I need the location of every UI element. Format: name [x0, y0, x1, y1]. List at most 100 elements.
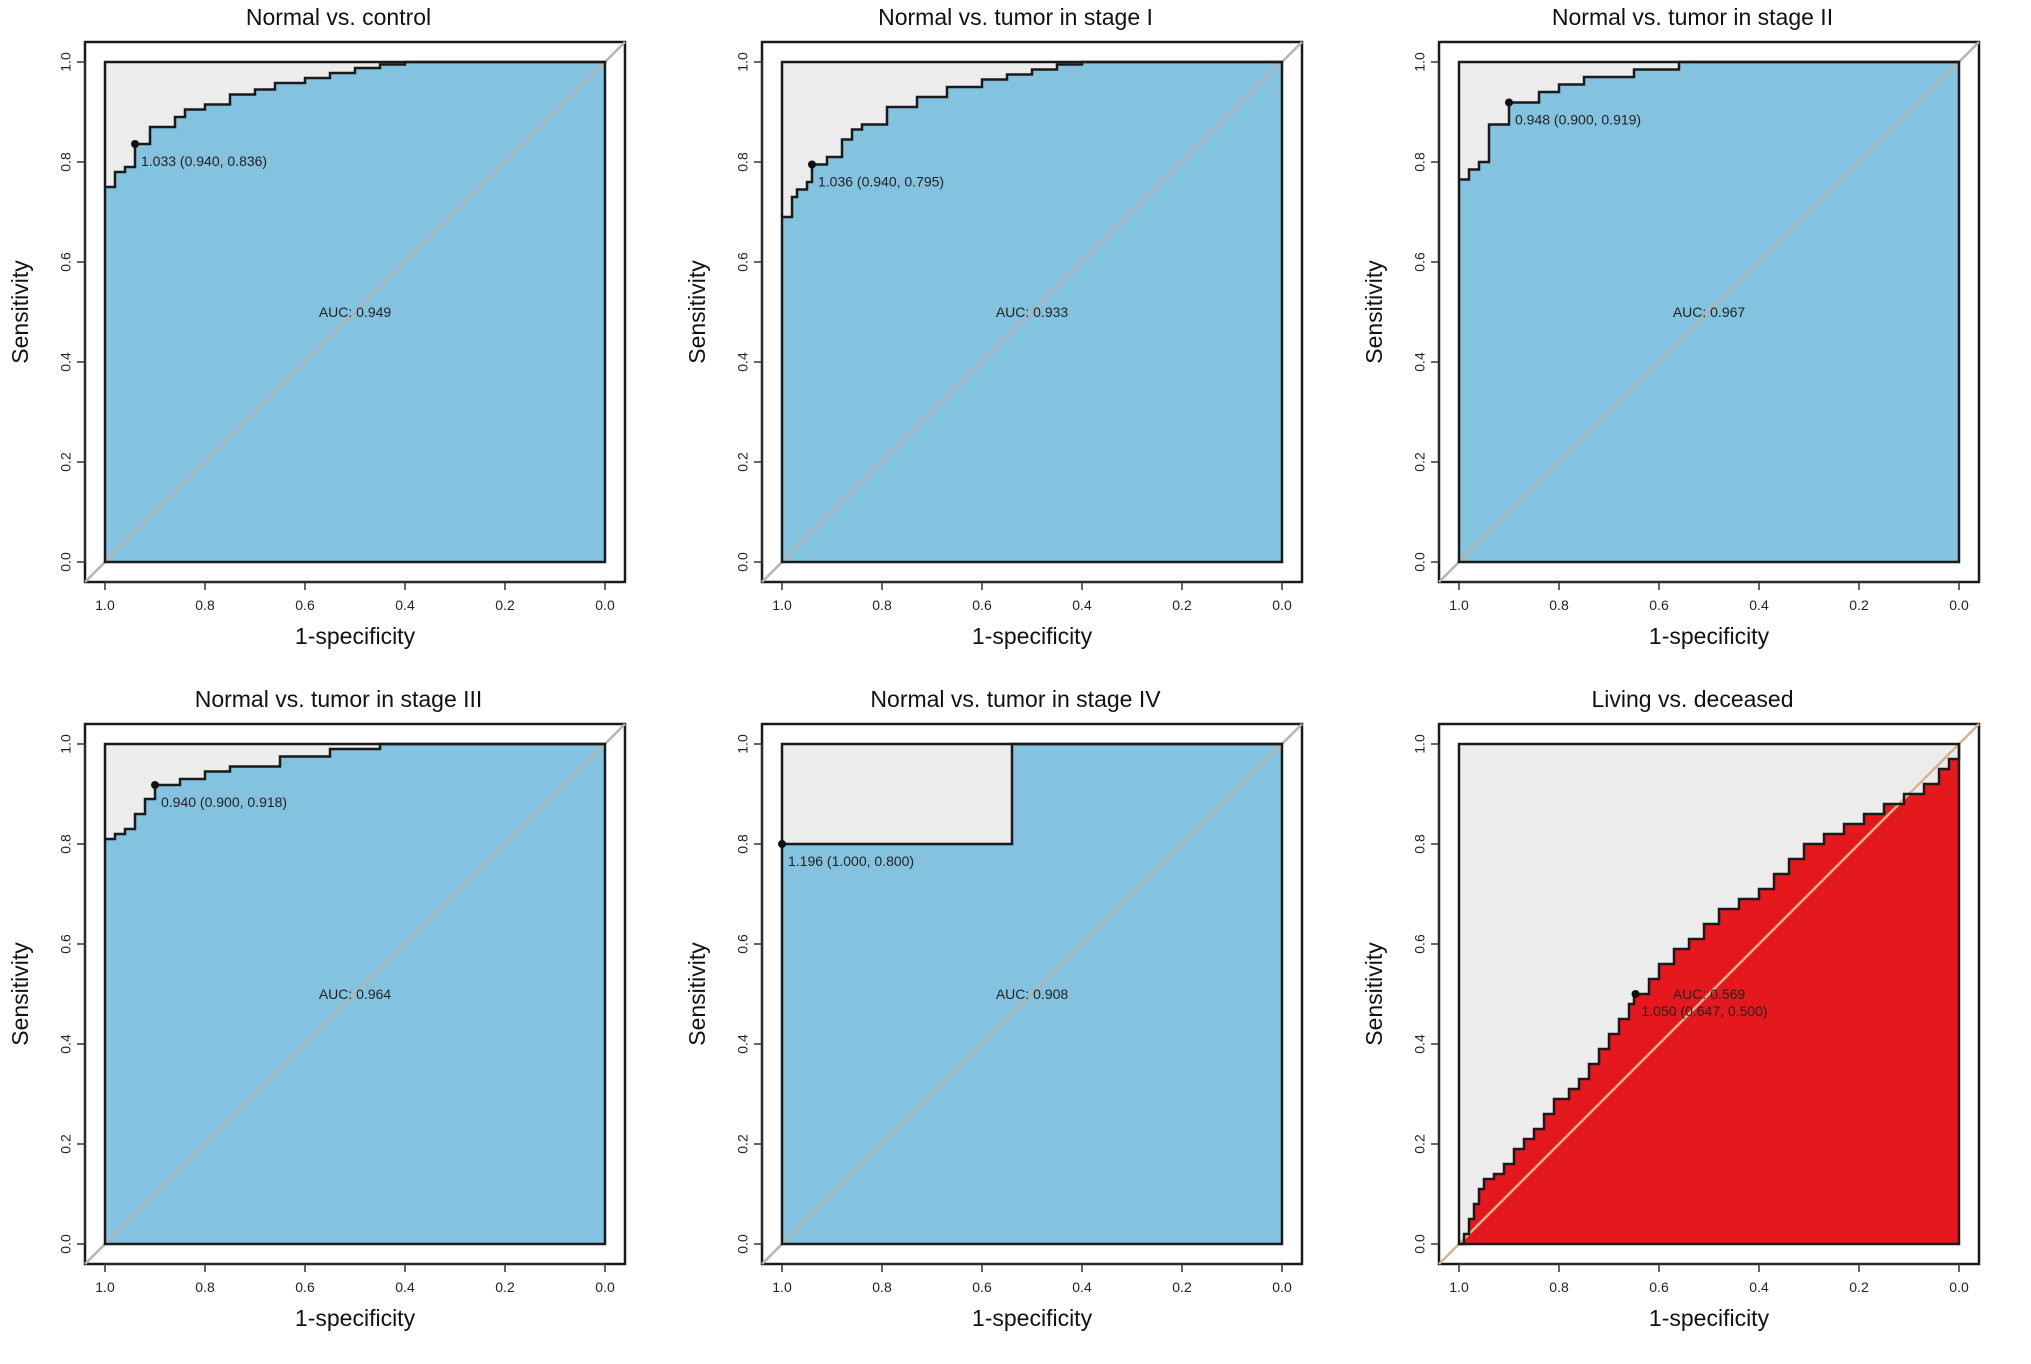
- y-tick-label: 0.2: [1412, 452, 1428, 472]
- y-axis-label: Sensitivity: [684, 260, 710, 364]
- y-tick-label: 0.4: [58, 1034, 74, 1054]
- x-tick-label: 0.4: [1749, 597, 1769, 613]
- corner-line-bottom-left: [1438, 1243, 1460, 1265]
- y-tick-label: 0.6: [735, 934, 751, 954]
- y-tick-label: 0.0: [735, 1234, 751, 1254]
- x-tick-label: 0.0: [595, 597, 615, 613]
- roc-curve: [782, 60, 1282, 219]
- roc-curve: [105, 60, 605, 189]
- y-tick-label: 0.6: [58, 934, 74, 954]
- threshold-label: 1.033 (0.940, 0.836): [141, 153, 267, 169]
- threshold-label: 1.050 (0.647, 0.500): [1642, 1003, 1768, 1019]
- y-tick-label: 0.2: [735, 1134, 751, 1154]
- corner-line-top-right: [1958, 41, 1980, 63]
- y-tick-label: 1.0: [1412, 734, 1428, 754]
- x-axis-label: 1-specificity: [972, 623, 1093, 649]
- y-tick-label: 0.0: [58, 552, 74, 572]
- y-tick-label: 0.8: [735, 152, 751, 172]
- x-tick-label: 0.0: [1272, 597, 1292, 613]
- threshold-point: [808, 160, 816, 169]
- x-tick-label: 0.8: [872, 597, 892, 613]
- corner-line-top-right: [1281, 41, 1303, 63]
- y-tick-label: 0.8: [735, 834, 751, 854]
- threshold-label: 0.948 (0.900, 0.919): [1515, 112, 1641, 128]
- roc-panel-stage-iii: 1.0 0.8 0.6 0.4 0.2 0.0 0.0 0.2 0.4 0.6 0.8 1.0 1-sp…: [0, 682, 677, 1364]
- x-tick-label: 0.6: [972, 1279, 992, 1295]
- roc-panel-living-vs-deceased: 1.0 0.8 0.6 0.4 0.2 0.0 0.0 0.2 0.4 0.6 0.8 1.0 1-sp…: [1354, 682, 2031, 1364]
- x-tick-label: 0.2: [1172, 1279, 1192, 1295]
- y-axis-label: Sensitivity: [1361, 260, 1387, 364]
- y-tick-label: 0.4: [58, 352, 74, 372]
- reference-diagonal: [104, 61, 606, 563]
- y-tick-label: 1.0: [58, 734, 74, 754]
- x-tick-label: 1.0: [1449, 597, 1469, 613]
- threshold-label: 1.036 (0.940, 0.795): [818, 174, 944, 190]
- y-tick-label: 0.8: [1412, 834, 1428, 854]
- y-tick-label: 0.0: [1412, 552, 1428, 572]
- threshold-label: 0.940 (0.900, 0.918): [161, 794, 287, 810]
- y-tick-label: 1.0: [58, 52, 74, 72]
- panel-title: Normal vs. tumor in stage III: [194, 686, 483, 712]
- x-tick-label: 0.8: [1549, 597, 1569, 613]
- corner-line-top-right: [1958, 723, 1980, 745]
- y-tick-label: 0.8: [1412, 152, 1428, 172]
- x-tick-label: 1.0: [95, 1279, 115, 1295]
- y-axis-label: Sensitivity: [684, 942, 710, 1046]
- x-tick-label: 0.0: [1272, 1279, 1292, 1295]
- x-tick-label: 0.4: [395, 597, 415, 613]
- auc-label: AUC: 0.908: [996, 986, 1069, 1002]
- auc-label: AUC: 0.967: [1673, 304, 1746, 320]
- reference-diagonal: [781, 61, 1283, 563]
- x-tick-label: 0.8: [195, 597, 215, 613]
- x-tick-label: 0.0: [595, 1279, 615, 1295]
- threshold-point: [1505, 98, 1513, 107]
- y-axis-label: Sensitivity: [1361, 942, 1387, 1046]
- reference-diagonal: [1458, 61, 1960, 563]
- y-tick-label: 0.6: [58, 252, 74, 272]
- reference-diagonal: [781, 743, 1283, 1245]
- x-axis-label: 1-specificity: [295, 623, 416, 649]
- roc-plot: 1.0 0.8 0.6 0.4 0.2 0.0 0.0 0.2 0.4 0.6 0.8 1.0 1-sp…: [1361, 722, 1981, 1331]
- x-tick-label: 0.6: [1649, 1279, 1669, 1295]
- corner-line-top-right: [1281, 723, 1303, 745]
- x-tick-label: 0.4: [1749, 1279, 1769, 1295]
- reference-diagonal: [1458, 743, 1960, 1245]
- auc-label: AUC: 0.933: [996, 304, 1069, 320]
- y-axis-label: Sensitivity: [7, 260, 33, 364]
- plot-box: [780, 60, 1284, 564]
- x-tick-label: 0.6: [972, 597, 992, 613]
- roc-curve: [105, 742, 605, 841]
- y-tick-label: 0.8: [58, 152, 74, 172]
- y-tick-label: 0.2: [735, 452, 751, 472]
- y-tick-label: 1.0: [1412, 52, 1428, 72]
- roc-plot: 1.0 0.8 0.6 0.4 0.2 0.0 0.0 0.2 0.4 0.6 0.8 1.0 1-sp…: [7, 40, 627, 649]
- roc-panel-stage-ii: 1.0 0.8 0.6 0.4 0.2 0.0 0.0 0.2 0.4 0.6 0.8 1.0 1-sp…: [1354, 0, 2031, 682]
- x-tick-label: 1.0: [95, 597, 115, 613]
- x-tick-label: 0.0: [1949, 597, 1969, 613]
- corner-line-top-right: [604, 723, 626, 745]
- y-tick-label: 0.4: [1412, 1034, 1428, 1054]
- x-tick-label: 0.8: [195, 1279, 215, 1295]
- x-tick-label: 0.8: [1549, 1279, 1569, 1295]
- x-tick-label: 0.4: [1072, 597, 1092, 613]
- roc-plot: 1.0 0.8 0.6 0.4 0.2 0.0 0.0 0.2 0.4 0.6 0.8 1.0 1-sp…: [1361, 40, 1981, 649]
- y-tick-label: 0.6: [735, 252, 751, 272]
- corner-line-bottom-left: [1438, 561, 1460, 583]
- panel-title: Normal vs. control: [245, 4, 432, 30]
- threshold-point: [1631, 990, 1640, 998]
- y-axis-label: Sensitivity: [7, 942, 33, 1046]
- y-tick-label: 0.2: [1412, 1134, 1428, 1154]
- plot-box: [1457, 60, 1961, 564]
- x-tick-label: 0.6: [295, 1279, 315, 1295]
- y-tick-label: 1.0: [735, 52, 751, 72]
- y-tick-label: 0.4: [1412, 352, 1428, 372]
- roc-panel-stage-i: 1.0 0.8 0.6 0.4 0.2 0.0 0.0 0.2 0.4 0.6 0.8 1.0 1-sp…: [677, 0, 1354, 682]
- corner-line-top-right: [604, 41, 626, 63]
- threshold-label: 1.196 (1.000, 0.800): [788, 853, 914, 869]
- threshold-point: [778, 840, 786, 848]
- x-tick-label: 0.4: [395, 1279, 415, 1295]
- corner-line-bottom-left: [84, 1243, 106, 1265]
- y-tick-label: 1.0: [735, 734, 751, 754]
- y-tick-label: 0.0: [1412, 1234, 1428, 1254]
